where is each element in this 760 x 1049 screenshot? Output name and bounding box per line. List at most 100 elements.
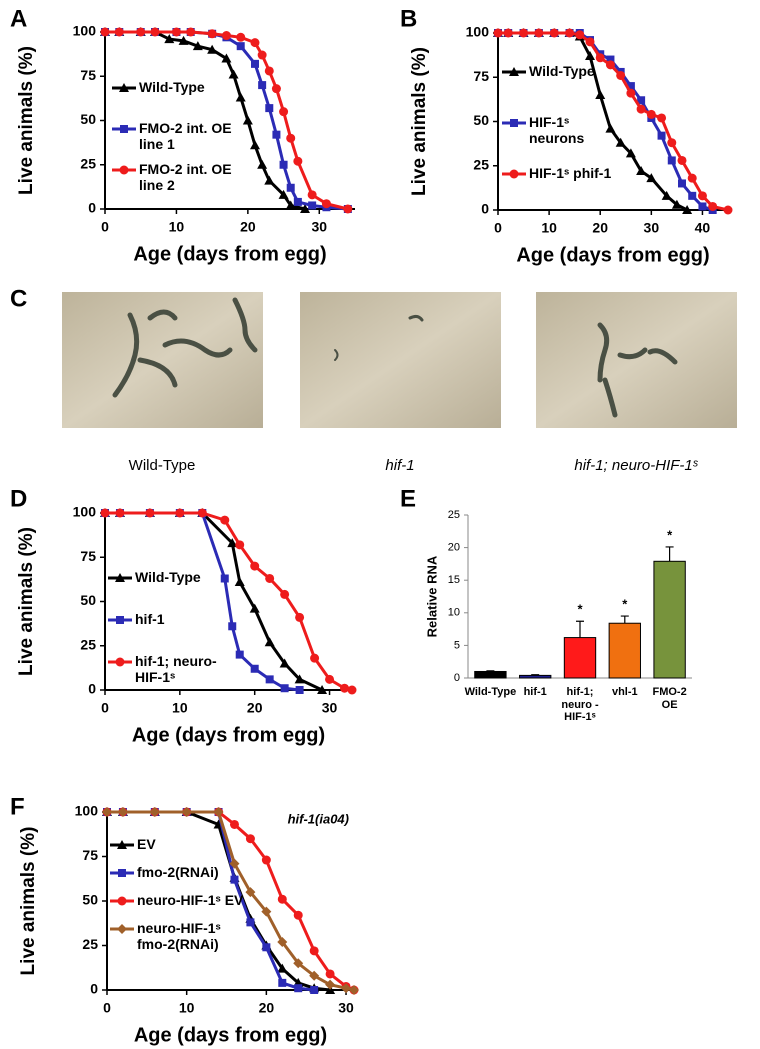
micrograph-caption: hif-1: [385, 457, 414, 474]
legend-marker: [117, 924, 127, 934]
point: [616, 70, 626, 80]
legend-marker: [509, 67, 519, 76]
point: [280, 589, 290, 599]
error-bar: [531, 674, 540, 676]
legend-label: neuro-HIF-1ˢ fmo-2(RNAi): [137, 920, 221, 953]
y-tick-label: 100: [466, 24, 490, 40]
legend-label: Wild-Type: [135, 569, 201, 585]
y-tick-label: 25: [473, 156, 489, 172]
x-axis-title: Age (days from egg): [134, 1024, 327, 1046]
x-axis-title: Age (days from egg): [132, 724, 325, 746]
point: [257, 50, 267, 60]
y-tick-label: 25: [80, 155, 96, 171]
point: [220, 515, 230, 525]
bar: [474, 670, 507, 679]
point: [285, 200, 296, 210]
panel-label: D: [10, 485, 27, 512]
x-tick-label: hif-1; neuro - HIF-1ˢ: [561, 686, 599, 724]
point: [279, 160, 288, 169]
y-tick-label: 10: [448, 607, 460, 619]
legend-label: Wild-Type: [139, 79, 205, 95]
y-tick-label: 5: [454, 639, 460, 651]
point: [687, 173, 697, 183]
point: [261, 906, 272, 917]
point: [723, 205, 733, 215]
point: [207, 29, 217, 39]
x-axis-title: Age (days from egg): [516, 244, 709, 266]
point: [661, 190, 672, 200]
legend-marker: [115, 573, 125, 582]
y-axis-title: Live animals (%): [16, 527, 37, 676]
point: [235, 540, 245, 550]
point: [250, 664, 259, 673]
x-tick-label: 40: [695, 220, 711, 236]
error-bar: [665, 546, 674, 562]
point: [251, 59, 259, 68]
point: [164, 34, 175, 44]
point: [171, 27, 181, 37]
y-tick-label: 0: [88, 200, 96, 216]
point: [657, 113, 667, 123]
point: [236, 42, 245, 51]
y-tick-label: 50: [80, 592, 96, 608]
point: [277, 936, 288, 947]
legend-marker: [116, 616, 124, 624]
point: [286, 133, 296, 143]
worms: [112, 297, 678, 418]
micrograph-caption: Wild-Type: [129, 457, 196, 474]
point: [227, 538, 238, 548]
point: [235, 92, 246, 102]
point: [585, 51, 595, 61]
point: [257, 159, 268, 169]
x-tick-label: 30: [311, 219, 327, 235]
point: [503, 28, 513, 38]
legend-label: HIF-1ˢ neurons: [529, 114, 585, 147]
micrograph-caption: hif-1; neuro-HIF-1ˢ: [574, 457, 698, 474]
point: [221, 53, 232, 63]
x-tick-label: hif-1: [523, 686, 547, 698]
point: [236, 32, 246, 42]
point: [280, 684, 289, 693]
point: [265, 675, 274, 684]
point: [678, 179, 686, 188]
point: [175, 508, 185, 518]
point: [307, 190, 317, 200]
significance-marker: *: [622, 596, 628, 611]
point: [264, 175, 275, 185]
point: [309, 946, 319, 956]
point: [615, 137, 626, 147]
y-tick-label: 20: [448, 542, 460, 554]
legend-label: HIF-1ˢ phif-1: [529, 165, 612, 181]
legend-label: EV: [137, 836, 156, 852]
point: [549, 28, 559, 38]
point: [347, 685, 357, 695]
x-tick-label: 0: [101, 700, 109, 716]
point: [565, 28, 575, 38]
legend-marker: [115, 657, 125, 667]
point: [688, 191, 697, 200]
point: [207, 44, 218, 54]
significance-marker: *: [667, 527, 673, 542]
point: [250, 38, 260, 48]
y-tick-label: 100: [73, 504, 97, 520]
point: [136, 27, 146, 37]
point: [534, 28, 544, 38]
point: [585, 37, 595, 47]
point: [519, 28, 529, 38]
point: [625, 148, 636, 158]
point: [325, 674, 335, 684]
point: [100, 27, 110, 37]
legend-marker: [509, 169, 519, 179]
legend-label: FMO-2 int. OE line 2: [139, 161, 232, 194]
point: [230, 875, 239, 884]
point: [671, 199, 682, 209]
legend-label: FMO-2 int. OE line 1: [139, 120, 232, 153]
point: [178, 35, 189, 45]
y-tick-label: 0: [454, 672, 460, 684]
point: [310, 653, 320, 663]
point: [250, 561, 260, 571]
point: [493, 28, 503, 38]
legend-marker: [120, 125, 128, 133]
panel-label: C: [10, 285, 27, 312]
point: [293, 156, 303, 166]
